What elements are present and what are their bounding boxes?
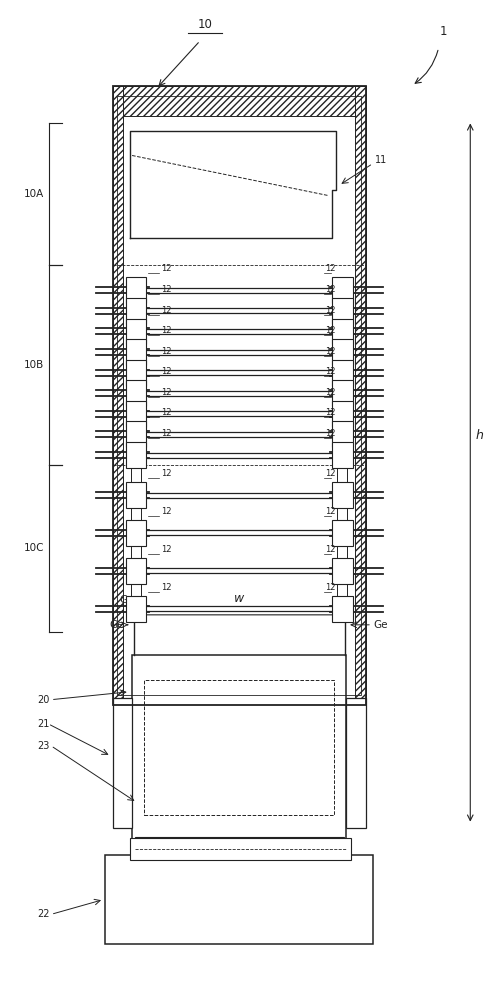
Text: 20: 20 [37,695,50,705]
Text: 12: 12 [161,285,171,294]
Text: 12: 12 [325,469,335,478]
Text: 12: 12 [161,507,171,516]
Text: 12: 12 [325,507,335,516]
Text: 12: 12 [161,367,171,376]
Bar [126,298,146,324]
Text: 12: 12 [325,388,335,397]
Bar [346,698,366,828]
Text: 12: 12 [161,388,171,397]
Text: 21: 21 [37,719,50,729]
Text: w: w [234,592,244,605]
Text: Ge: Ge [373,620,387,630]
Bar [130,838,351,859]
Bar [118,96,361,695]
Bar [113,86,366,116]
Bar [113,86,123,705]
Bar [144,680,334,815]
Bar [126,360,146,386]
Bar [126,421,146,447]
Text: 23: 23 [37,741,50,751]
Text: h: h [475,429,483,442]
Bar [126,520,146,546]
Text: 12: 12 [325,408,335,417]
Bar [126,482,146,508]
Bar [126,380,146,406]
Bar [332,421,352,447]
Bar [126,596,146,622]
Text: 10B: 10B [24,360,44,370]
Text: 12: 12 [325,545,335,554]
Bar [332,520,352,546]
Text: 12: 12 [325,367,335,376]
Bar [132,655,346,840]
Bar [332,442,352,468]
Bar [332,319,352,344]
Bar [135,837,344,857]
Text: 12: 12 [161,347,171,356]
Bar [332,380,352,406]
Bar [355,86,366,705]
Text: 1: 1 [440,25,447,38]
Bar [126,319,146,344]
Text: 12: 12 [325,264,335,273]
Text: 12: 12 [161,545,171,554]
Text: 12: 12 [161,429,171,438]
Text: 10A: 10A [24,189,44,199]
Text: 10: 10 [198,18,212,31]
Text: 12: 12 [325,285,335,294]
Bar [332,277,352,303]
Text: 12: 12 [325,326,335,335]
Text: Ge: Ge [109,620,124,630]
Text: 12: 12 [161,264,171,273]
Text: 12: 12 [325,347,335,356]
Bar [332,482,352,508]
Text: G: G [119,595,127,605]
Bar [126,442,146,468]
Bar [113,698,132,828]
Bar [126,401,146,427]
Text: 12: 12 [161,326,171,335]
Bar [113,86,366,705]
Bar [332,298,352,324]
Text: 12: 12 [325,306,335,315]
Text: 10C: 10C [24,543,44,553]
Text: 12: 12 [161,306,171,315]
Bar [126,339,146,365]
Bar [332,558,352,584]
Text: 22: 22 [37,909,50,919]
Text: 11: 11 [375,155,387,165]
Bar [332,401,352,427]
Bar [126,277,146,303]
Bar [332,596,352,622]
Bar [126,558,146,584]
Text: 12: 12 [325,583,335,592]
Text: 12: 12 [161,408,171,417]
Text: 12: 12 [325,429,335,438]
Text: 12: 12 [161,583,171,592]
Bar [332,360,352,386]
Bar [105,855,373,944]
Bar [332,339,352,365]
Text: 12: 12 [161,469,171,478]
